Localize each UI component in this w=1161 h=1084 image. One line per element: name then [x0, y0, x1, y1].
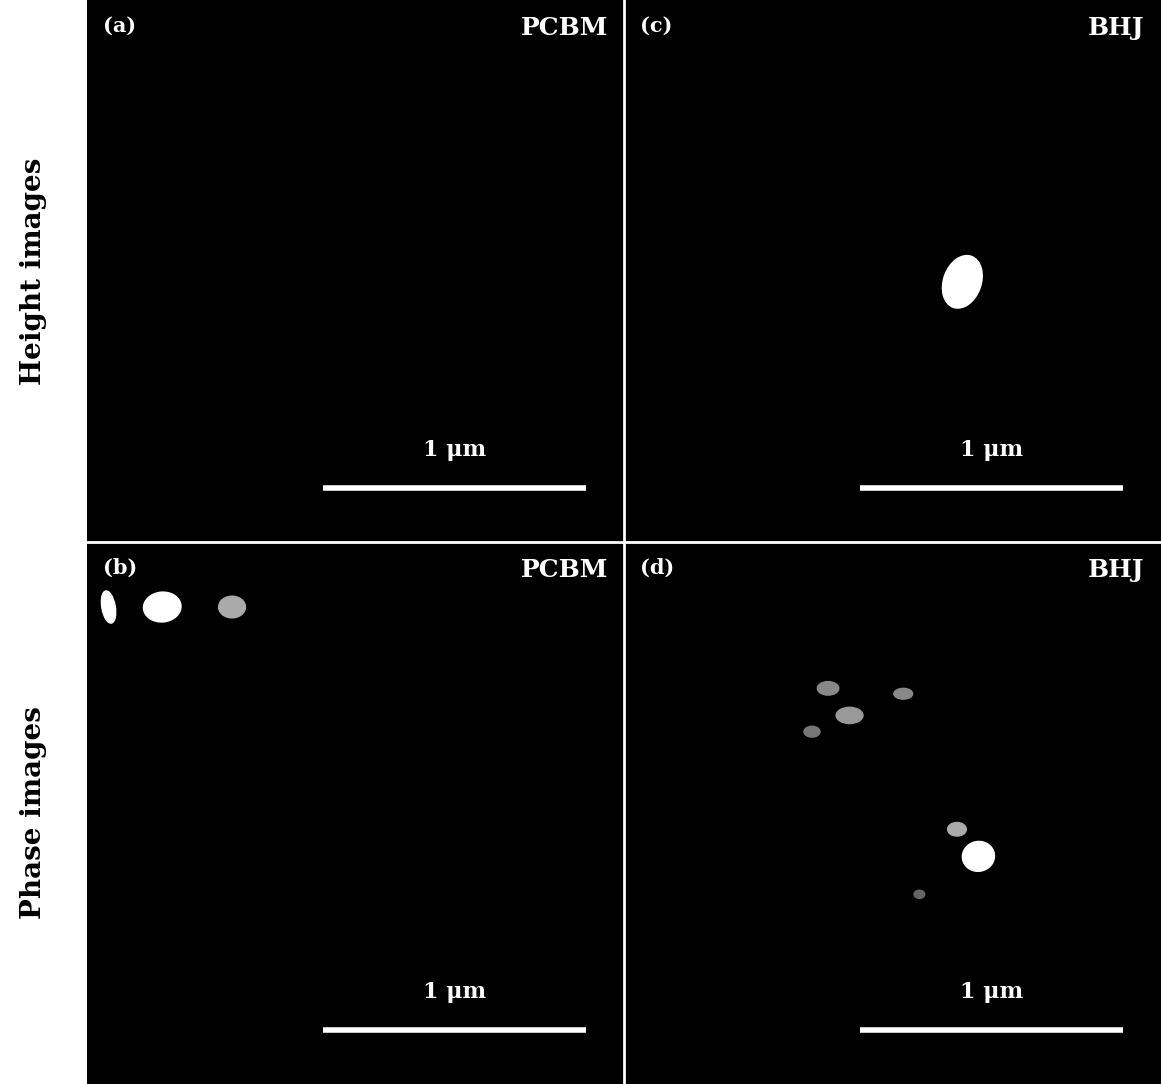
Text: 1 μm: 1 μm: [960, 439, 1023, 461]
Text: (a): (a): [103, 16, 136, 36]
Text: BHJ: BHJ: [1088, 16, 1145, 40]
Text: (b): (b): [103, 558, 137, 578]
Ellipse shape: [836, 708, 863, 724]
Ellipse shape: [803, 726, 820, 737]
Text: BHJ: BHJ: [1088, 558, 1145, 582]
Ellipse shape: [894, 688, 913, 699]
Text: 1 μm: 1 μm: [960, 981, 1023, 1003]
Ellipse shape: [943, 256, 982, 308]
Ellipse shape: [962, 841, 995, 872]
Ellipse shape: [218, 596, 245, 618]
Ellipse shape: [914, 890, 925, 899]
Ellipse shape: [817, 682, 838, 695]
Text: 1 μm: 1 μm: [424, 981, 486, 1003]
Text: (c): (c): [640, 16, 672, 36]
Text: Phase images: Phase images: [20, 707, 46, 919]
Text: PCBM: PCBM: [520, 16, 608, 40]
Text: Height images: Height images: [20, 157, 46, 385]
Text: PCBM: PCBM: [520, 558, 608, 582]
Text: (d): (d): [640, 558, 675, 578]
Ellipse shape: [144, 592, 181, 622]
Text: 1 μm: 1 μm: [424, 439, 486, 461]
Ellipse shape: [947, 823, 966, 836]
Ellipse shape: [101, 591, 116, 623]
